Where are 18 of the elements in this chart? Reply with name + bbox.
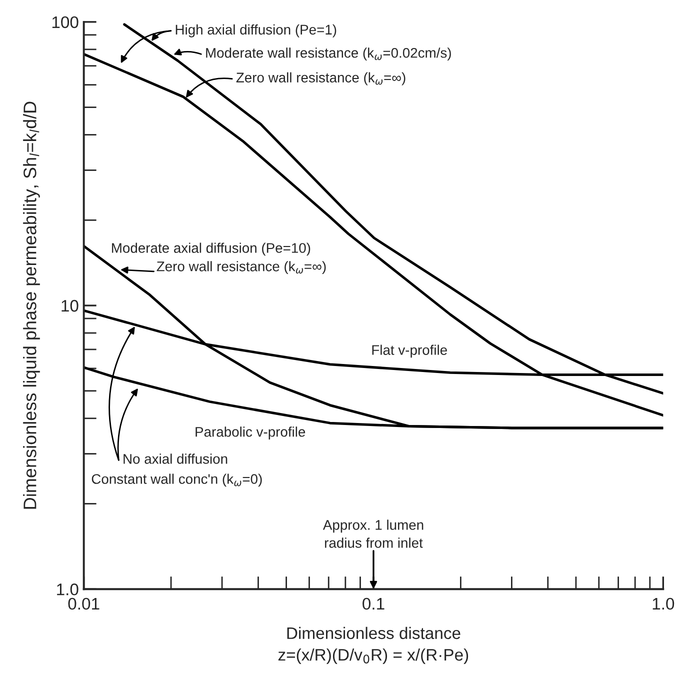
annotation: Zero wall resistance (k$_{ω}$=∞) <box>156 261 326 274</box>
y-tick-label: 100 <box>52 16 78 28</box>
annotation: Moderate axial diffusion (Pe=10) <box>112 242 310 256</box>
annotation: Parabolic v-profile <box>196 426 306 440</box>
annotation: Flat v-profile <box>372 344 447 358</box>
y-tick-label: 10 <box>62 300 78 312</box>
x-tick-label: 1.0 <box>652 598 674 610</box>
x-axis-title: Dimensionless distance z=(x/R)(D/v$_{0}$R) = x/(R·Pe) <box>278 626 468 664</box>
x-tick-label: 0.01 <box>68 598 100 610</box>
y-tick-label: 1.0 <box>57 584 78 596</box>
annotation: High axial diffusion (Pe=1) <box>176 24 336 38</box>
y-axis-title: Dimensionless liquid phase permeability, Sh$_{l}$=k$_{l}$d/D <box>23 102 40 509</box>
annotation: Constant wall conc'n (k$_{ω}$=0) <box>92 474 262 487</box>
annotation: No axial diffusion <box>124 454 228 464</box>
x-tick-label: 0.1 <box>362 598 384 610</box>
annotation: Zero wall resistance (k$_{ω}$=∞) <box>236 72 406 86</box>
annotation: Approx. 1 lumen radius from inlet <box>322 520 424 548</box>
annotation: Moderate wall resistance (k$_{ω}$=0.02cm/s) <box>206 48 451 61</box>
